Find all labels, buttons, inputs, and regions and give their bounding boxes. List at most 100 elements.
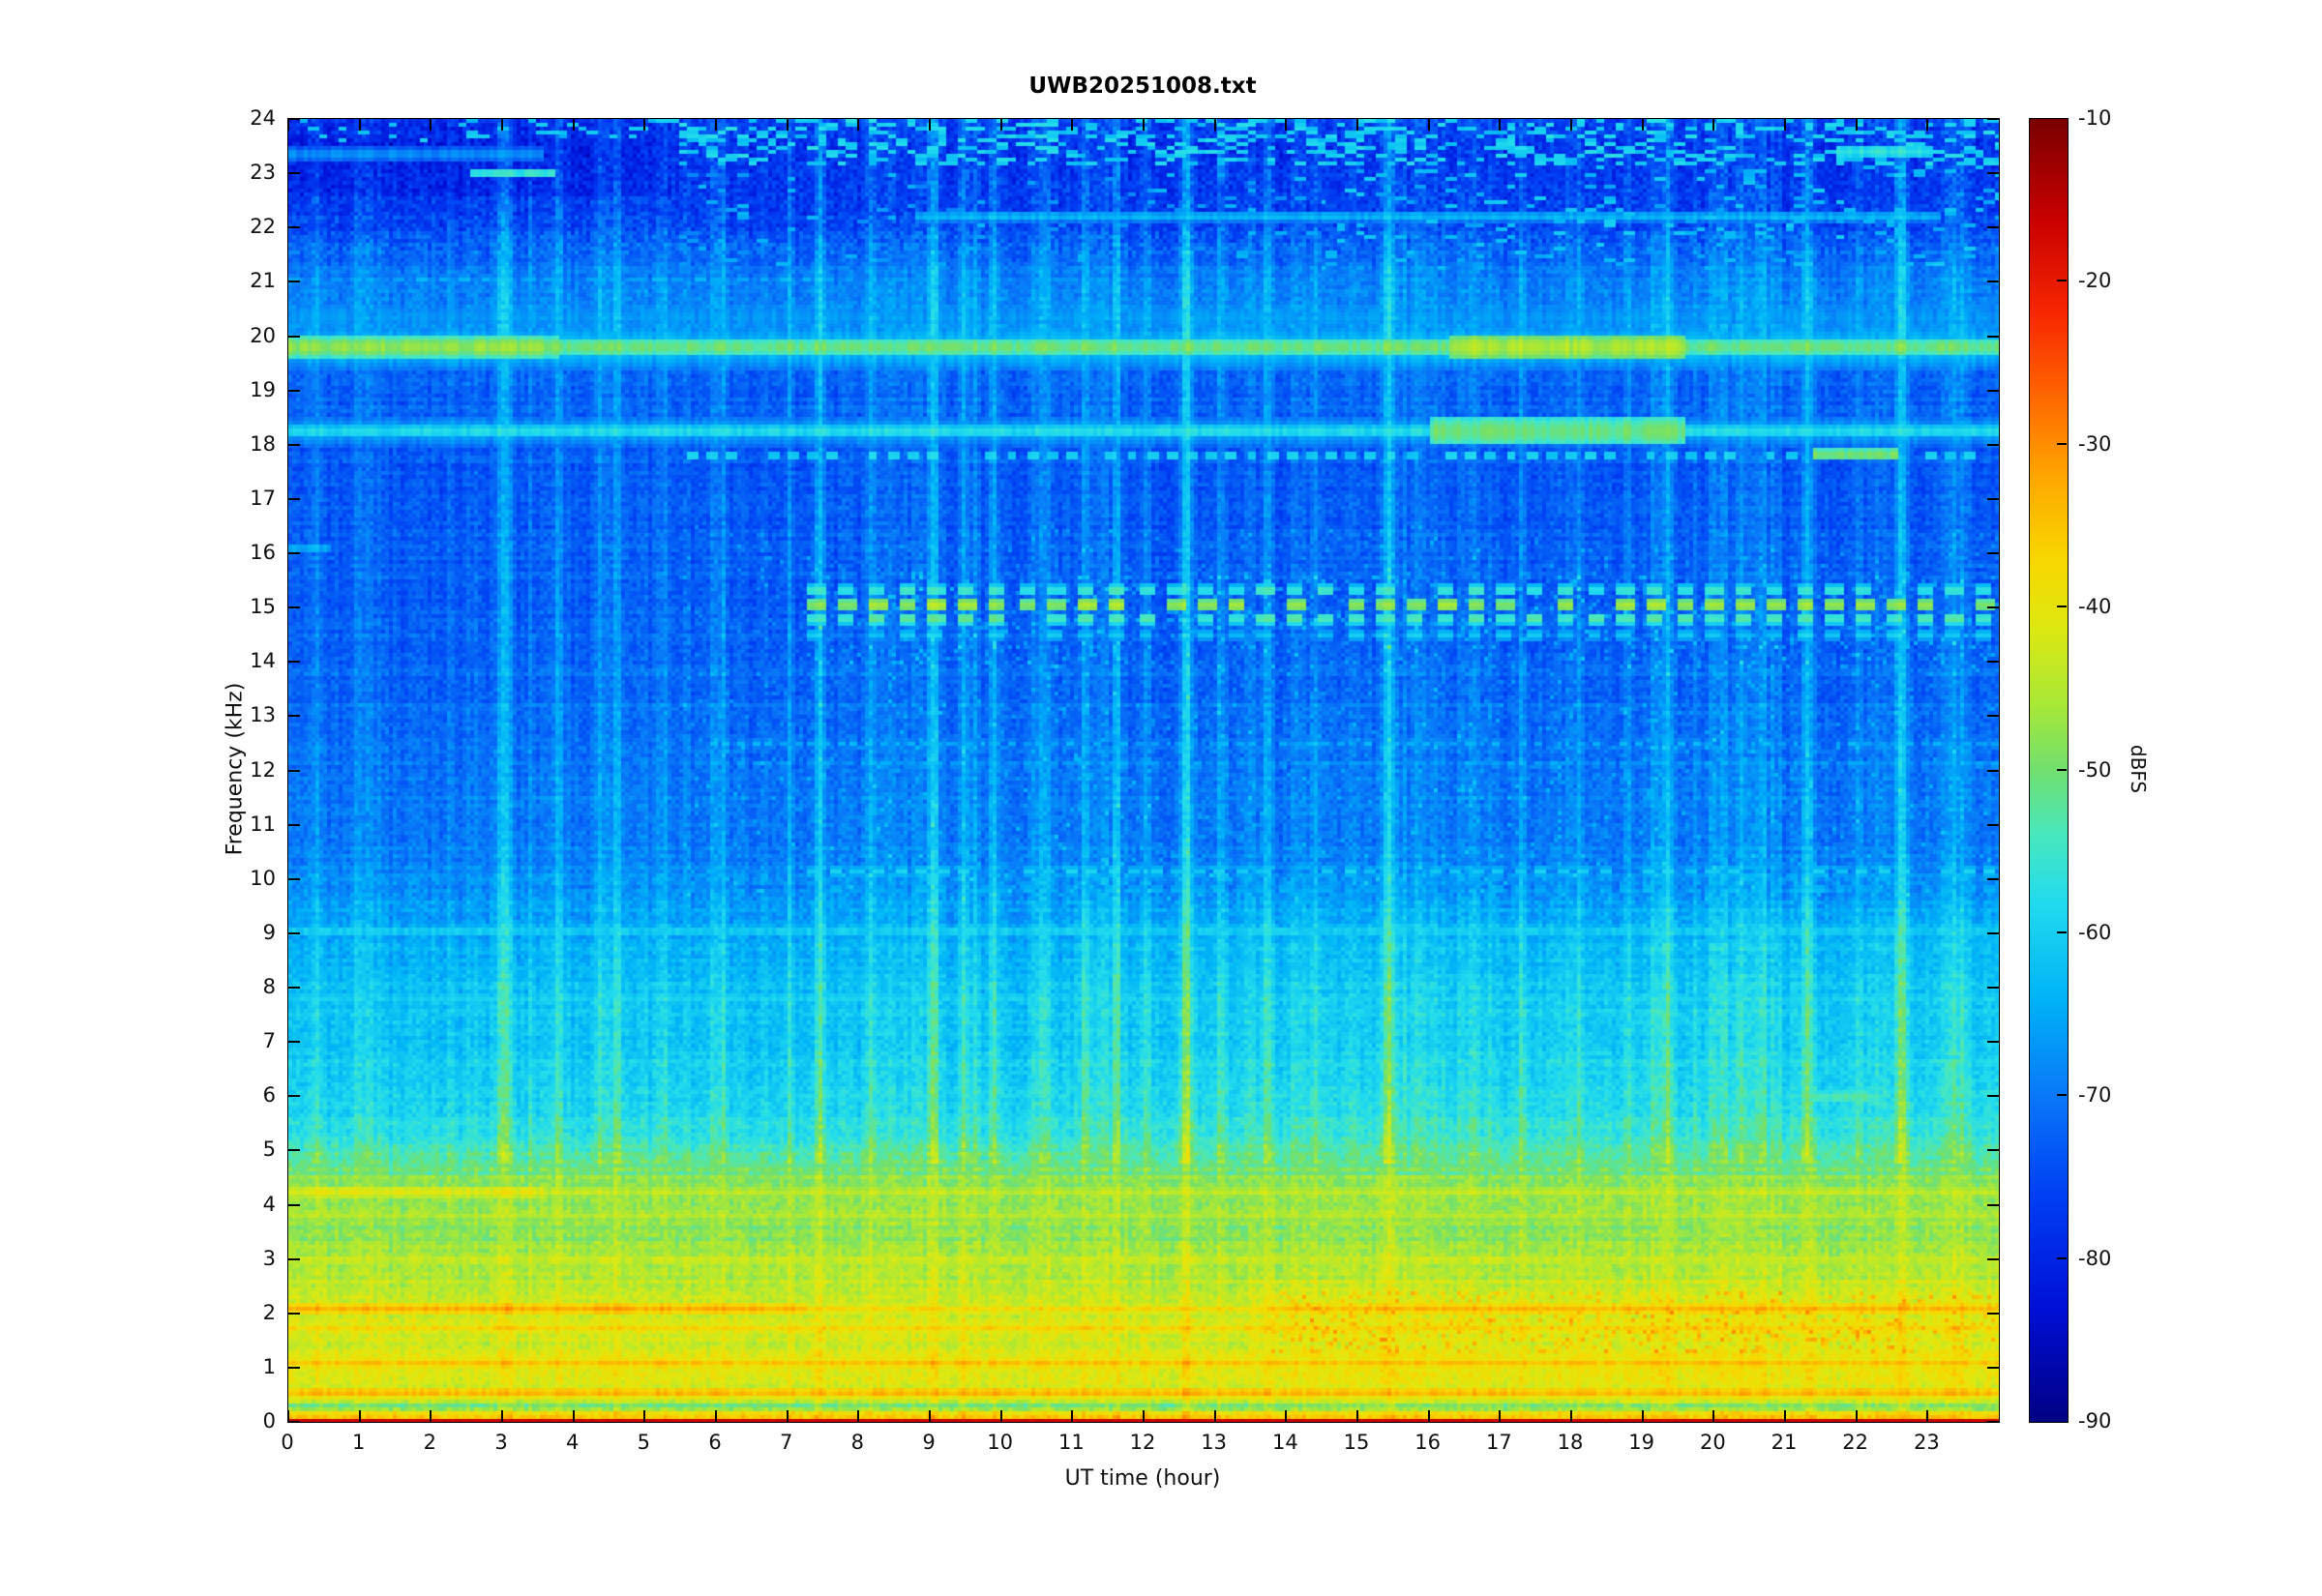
y-tick-label: 1 bbox=[262, 1354, 276, 1378]
spectrogram-canvas bbox=[288, 119, 1999, 1422]
x-tick-mark bbox=[715, 1410, 717, 1422]
colorbar-tick-mark bbox=[2057, 768, 2067, 771]
x-tick-label: 19 bbox=[1628, 1431, 1655, 1454]
x-tick-mark bbox=[1926, 119, 1929, 131]
x-tick-mark bbox=[786, 119, 789, 131]
x-tick-label: 16 bbox=[1414, 1431, 1442, 1454]
y-tick-mark bbox=[288, 606, 300, 609]
x-tick-label: 13 bbox=[1201, 1431, 1228, 1454]
x-tick-label: 23 bbox=[1913, 1431, 1940, 1454]
colorbar-canvas bbox=[2030, 119, 2068, 1422]
y-tick-mark bbox=[1987, 389, 1999, 392]
colorbar-tick-mark bbox=[2057, 606, 2067, 608]
x-tick-label: 18 bbox=[1557, 1431, 1584, 1454]
x-tick-mark bbox=[1712, 119, 1715, 131]
y-tick-mark bbox=[288, 389, 300, 392]
x-tick-mark bbox=[643, 1410, 646, 1422]
x-tick-mark bbox=[1285, 119, 1288, 131]
y-tick-mark bbox=[1987, 606, 1999, 609]
x-tick-mark bbox=[999, 1410, 1002, 1422]
y-tick-label: 14 bbox=[250, 649, 276, 673]
y-tick-label: 24 bbox=[250, 106, 276, 130]
x-tick-label: 10 bbox=[987, 1431, 1014, 1454]
x-tick-mark bbox=[1926, 1410, 1929, 1422]
colorbar-tick-mark bbox=[2057, 931, 2067, 933]
y-tick-mark bbox=[1987, 1312, 1999, 1315]
y-tick-label: 19 bbox=[250, 377, 276, 401]
y-tick-mark bbox=[288, 1149, 300, 1152]
colorbar-tick-mark bbox=[2057, 1256, 2067, 1259]
y-tick-label: 2 bbox=[262, 1300, 276, 1324]
x-tick-mark bbox=[358, 1410, 361, 1422]
x-tick-label: 5 bbox=[637, 1431, 651, 1454]
colorbar-tick-mark bbox=[2057, 280, 2067, 282]
y-tick-label: 21 bbox=[250, 269, 276, 293]
y-tick-mark bbox=[288, 661, 300, 664]
y-tick-mark bbox=[288, 877, 300, 880]
y-tick-mark bbox=[288, 118, 300, 120]
y-tick-label: 11 bbox=[250, 812, 276, 836]
y-tick-mark bbox=[1987, 877, 1999, 880]
y-tick-mark bbox=[1987, 661, 1999, 664]
y-tick-mark bbox=[1987, 1095, 1999, 1098]
x-tick-mark bbox=[1641, 1410, 1644, 1422]
y-tick-label: 10 bbox=[250, 866, 276, 890]
x-tick-label: 21 bbox=[1771, 1431, 1798, 1454]
x-tick-mark bbox=[929, 119, 931, 131]
x-tick-mark bbox=[501, 1410, 503, 1422]
x-tick-label: 14 bbox=[1271, 1431, 1298, 1454]
y-tick-mark bbox=[288, 335, 300, 338]
y-tick-mark bbox=[288, 1257, 300, 1260]
y-tick-label: 16 bbox=[250, 541, 276, 564]
colorbar-tick-mark bbox=[2057, 442, 2067, 445]
x-tick-label: 3 bbox=[494, 1431, 508, 1454]
x-tick-mark bbox=[287, 119, 289, 131]
y-tick-mark bbox=[1987, 1257, 1999, 1260]
y-tick-mark bbox=[288, 1203, 300, 1206]
colorbar-tick-label: -80 bbox=[2078, 1246, 2112, 1270]
colorbar-tick-mark bbox=[2057, 1094, 2067, 1097]
y-tick-mark bbox=[1987, 1041, 1999, 1044]
y-tick-label: 6 bbox=[262, 1083, 276, 1108]
colorbar-tick-label: -90 bbox=[2078, 1409, 2112, 1433]
y-tick-mark bbox=[1987, 931, 1999, 934]
y-tick-label: 0 bbox=[262, 1409, 276, 1433]
y-tick-label: 18 bbox=[250, 431, 276, 456]
x-tick-label: 4 bbox=[565, 1431, 580, 1454]
y-tick-mark bbox=[288, 1312, 300, 1315]
y-tick-label: 17 bbox=[250, 486, 276, 510]
colorbar-tick-label: -60 bbox=[2078, 920, 2112, 944]
y-tick-label: 13 bbox=[250, 703, 276, 727]
x-tick-mark bbox=[572, 1410, 575, 1422]
x-tick-label: 0 bbox=[281, 1431, 294, 1454]
y-tick-label: 23 bbox=[250, 161, 276, 185]
y-tick-label: 8 bbox=[262, 975, 276, 998]
x-tick-mark bbox=[857, 1410, 860, 1422]
x-tick-mark bbox=[1855, 1410, 1858, 1422]
y-tick-mark bbox=[288, 715, 300, 718]
y-tick-mark bbox=[288, 987, 300, 989]
x-tick-label: 8 bbox=[850, 1431, 865, 1454]
y-tick-mark bbox=[288, 497, 300, 500]
y-tick-label: 12 bbox=[250, 757, 276, 782]
y-tick-mark bbox=[288, 226, 300, 229]
x-tick-mark bbox=[1570, 1410, 1572, 1422]
x-tick-label: 9 bbox=[922, 1431, 936, 1454]
y-tick-mark bbox=[288, 1366, 300, 1369]
y-tick-mark bbox=[288, 1095, 300, 1098]
x-tick-mark bbox=[929, 1410, 931, 1422]
colorbar-tick-label: -30 bbox=[2078, 431, 2112, 456]
y-tick-mark bbox=[288, 1041, 300, 1044]
colorbar-tick-label: -40 bbox=[2078, 595, 2112, 619]
x-tick-mark bbox=[1143, 119, 1145, 131]
colorbar bbox=[2029, 118, 2069, 1423]
y-tick-mark bbox=[288, 769, 300, 772]
x-tick-mark bbox=[358, 119, 361, 131]
x-tick-mark bbox=[1356, 1410, 1358, 1422]
x-tick-label: 2 bbox=[423, 1431, 437, 1454]
chart-title: UWB20251008.txt bbox=[1028, 74, 1257, 99]
x-tick-mark bbox=[1071, 1410, 1074, 1422]
x-tick-label: 11 bbox=[1057, 1431, 1085, 1454]
y-tick-mark bbox=[1987, 281, 1999, 283]
